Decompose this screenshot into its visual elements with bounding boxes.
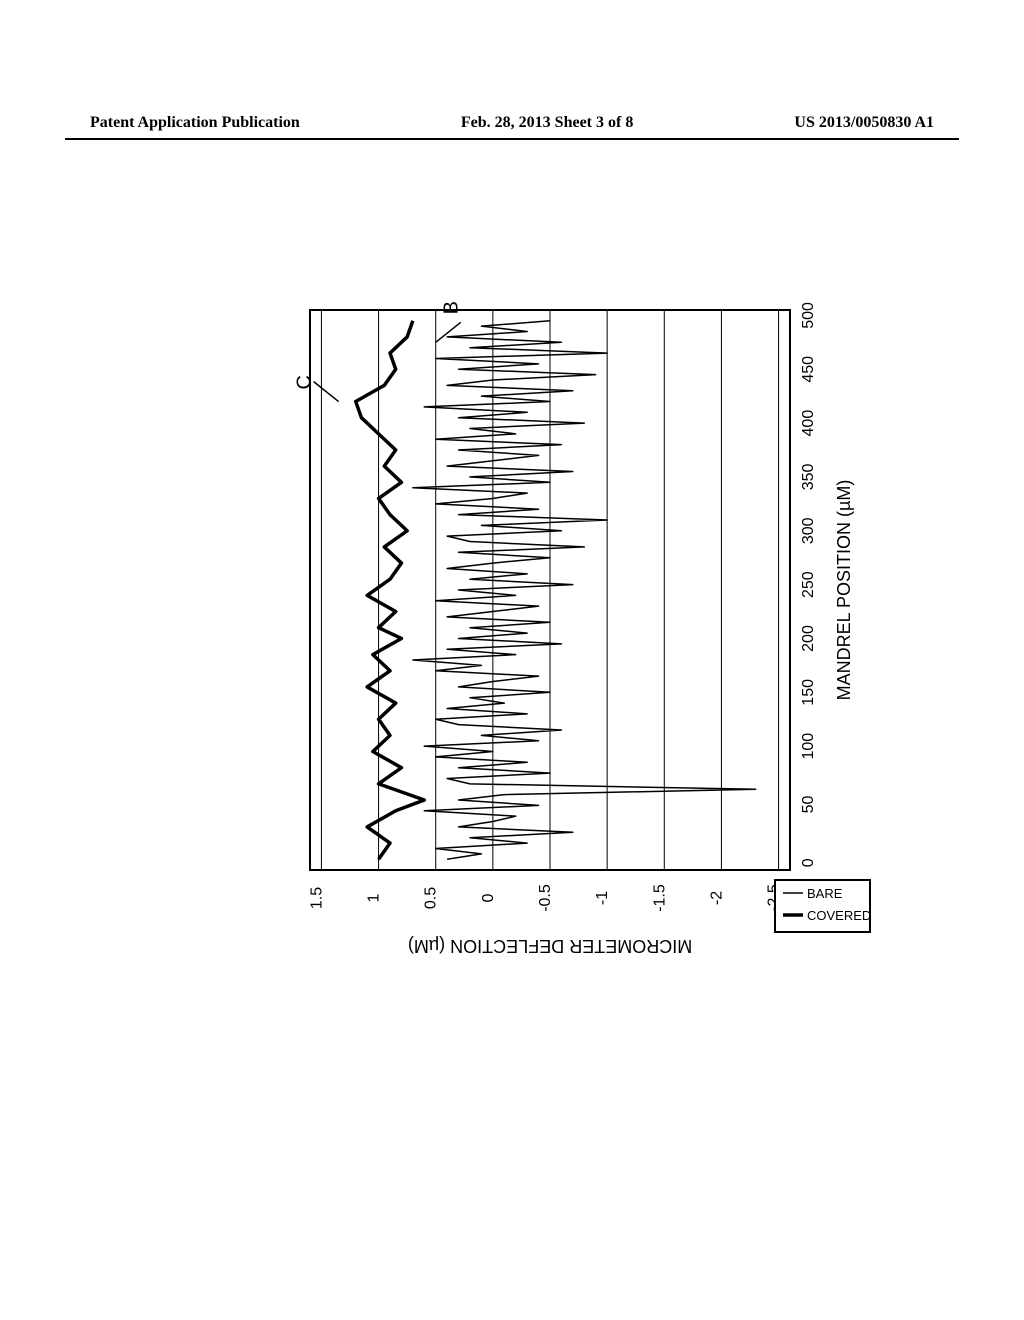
svg-text:1: 1 <box>366 893 383 902</box>
svg-text:C: C <box>294 375 316 389</box>
svg-text:0: 0 <box>480 893 497 902</box>
header-left: Patent Application Publication <box>90 114 300 132</box>
svg-text:150: 150 <box>800 679 817 706</box>
svg-text:-1.5: -1.5 <box>651 884 668 912</box>
svg-text:-1: -1 <box>594 891 611 905</box>
svg-text:500: 500 <box>800 302 817 329</box>
chart-svg: -2.5-2-1.5-1-0.500.511.50501001502002503… <box>180 250 880 1000</box>
header-right: US 2013/0050830 A1 <box>794 114 934 132</box>
svg-text:350: 350 <box>800 464 817 491</box>
svg-text:50: 50 <box>800 795 817 813</box>
svg-text:MANDREL POSITION (µM): MANDREL POSITION (µM) <box>834 480 854 701</box>
svg-text:300: 300 <box>800 517 817 544</box>
svg-text:0: 0 <box>800 858 817 867</box>
svg-text:0.5: 0.5 <box>423 887 440 909</box>
svg-text:B: B <box>441 301 463 314</box>
svg-text:250: 250 <box>800 571 817 598</box>
svg-text:BARE: BARE <box>807 886 843 901</box>
header-divider <box>65 138 959 140</box>
svg-text:1.5: 1.5 <box>308 887 325 909</box>
svg-text:450: 450 <box>800 356 817 383</box>
svg-text:-2: -2 <box>708 891 725 905</box>
svg-text:100: 100 <box>800 733 817 760</box>
svg-text:200: 200 <box>800 625 817 652</box>
svg-text:MICROMETER DEFLECTION (µM): MICROMETER DEFLECTION (µM) <box>408 936 692 956</box>
svg-text:COVERED: COVERED <box>807 908 871 923</box>
deflection-chart: -2.5-2-1.5-1-0.500.511.50501001502002503… <box>180 250 880 1000</box>
header-center: Feb. 28, 2013 Sheet 3 of 8 <box>461 114 633 132</box>
svg-text:-0.5: -0.5 <box>537 884 554 912</box>
svg-text:400: 400 <box>800 410 817 437</box>
svg-text:FIG. 3: FIG. 3 <box>879 795 880 876</box>
patent-header: Patent Application Publication Feb. 28, … <box>0 114 1024 132</box>
